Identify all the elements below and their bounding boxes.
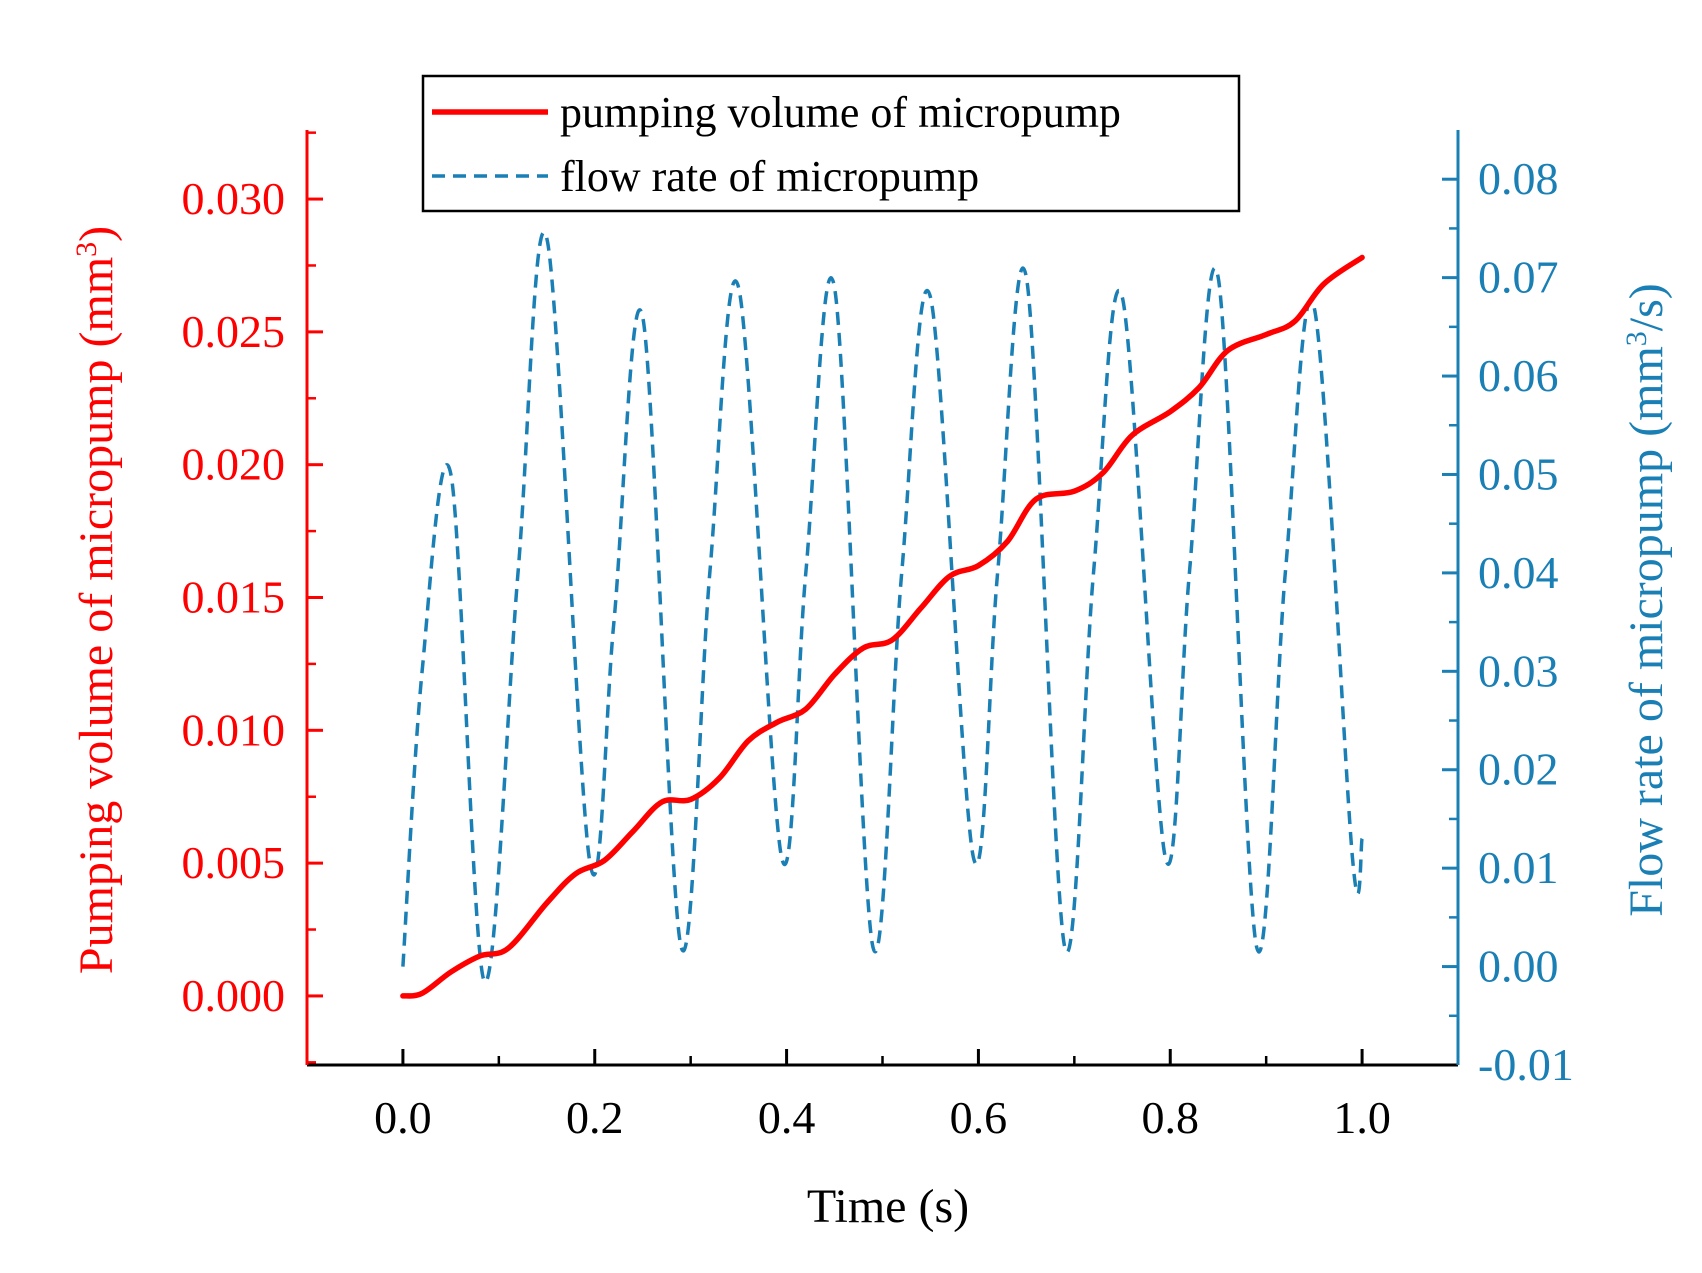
left-y-axis-title-suffix: ) <box>70 226 123 242</box>
left-y-axis-title-sup: 3 <box>70 242 103 257</box>
left-y-tick-label-4: 0.020 <box>182 439 286 490</box>
flow-rate-series-line <box>401 230 1364 984</box>
right-y-tick-labels: -0.01 0.00 0.01 0.02 0.03 0.04 0.05 0.06 0.07 0.0… <box>1478 153 1574 1090</box>
left-y-tick-label-0: 0.000 <box>182 970 286 1021</box>
x-tick-label-2: 0.4 <box>758 1092 816 1143</box>
left-y-axis-title-main: Pumping volume of micropump (mm <box>70 257 123 974</box>
left-y-tick-label-6: 0.030 <box>182 173 286 224</box>
right-y-tick-label-3: 0.02 <box>1478 744 1559 795</box>
right-y-tick-label-1: 0.00 <box>1478 941 1559 992</box>
left-y-axis-title: Pumping volume of micropump (mm3) <box>70 226 124 974</box>
left-y-tick-label-5: 0.025 <box>182 306 286 357</box>
right-y-tick-label-9: 0.08 <box>1478 153 1559 204</box>
pumping-volume-series-line <box>400 254 1365 999</box>
left-y-tick-label-3: 0.015 <box>182 572 286 623</box>
x-axis-title: Time (s) <box>807 1180 969 1233</box>
right-y-tick-label-6: 0.05 <box>1478 448 1559 499</box>
x-tick-label-5: 1.0 <box>1333 1092 1391 1143</box>
x-tick-label-4: 0.8 <box>1142 1092 1200 1143</box>
right-y-tick-label-5: 0.04 <box>1478 547 1559 598</box>
left-y-tick-label-1: 0.005 <box>182 837 286 888</box>
right-y-tick-label-8: 0.07 <box>1478 252 1559 303</box>
right-y-tick-label-0: -0.01 <box>1478 1039 1574 1090</box>
right-y-axis-title: Flow rate of micropump (mm3/s) <box>1620 283 1674 917</box>
ticks-layer <box>307 131 1458 1067</box>
x-tick-label-1: 0.2 <box>566 1092 624 1143</box>
left-y-tick-labels: 0.000 0.005 0.010 0.015 0.020 0.025 0.030 <box>182 173 286 1021</box>
legend-box <box>421 74 1241 213</box>
x-tick-labels: 0.0 0.2 0.4 0.6 0.8 1.0 <box>374 1092 1391 1143</box>
legend-label-pumping-volume: pumping volume of micropump <box>560 88 1121 137</box>
right-y-axis-title-suffix: /s) <box>1620 283 1673 331</box>
right-y-tick-label-4: 0.03 <box>1478 645 1559 696</box>
x-tick-label-3: 0.6 <box>950 1092 1008 1143</box>
right-y-axis-title-main: Flow rate of micropump (mm <box>1620 346 1673 917</box>
left-y-tick-label-2: 0.010 <box>182 704 286 755</box>
right-y-axis-title-sup: 3 <box>1620 331 1653 346</box>
legend: pumping volume of micropump flow rate of… <box>421 74 1241 213</box>
right-y-tick-label-2: 0.01 <box>1478 842 1559 893</box>
legend-label-flow-rate: flow rate of micropump <box>560 152 979 201</box>
x-tick-label-0: 0.0 <box>374 1092 432 1143</box>
right-y-tick-label-7: 0.06 <box>1478 350 1559 401</box>
